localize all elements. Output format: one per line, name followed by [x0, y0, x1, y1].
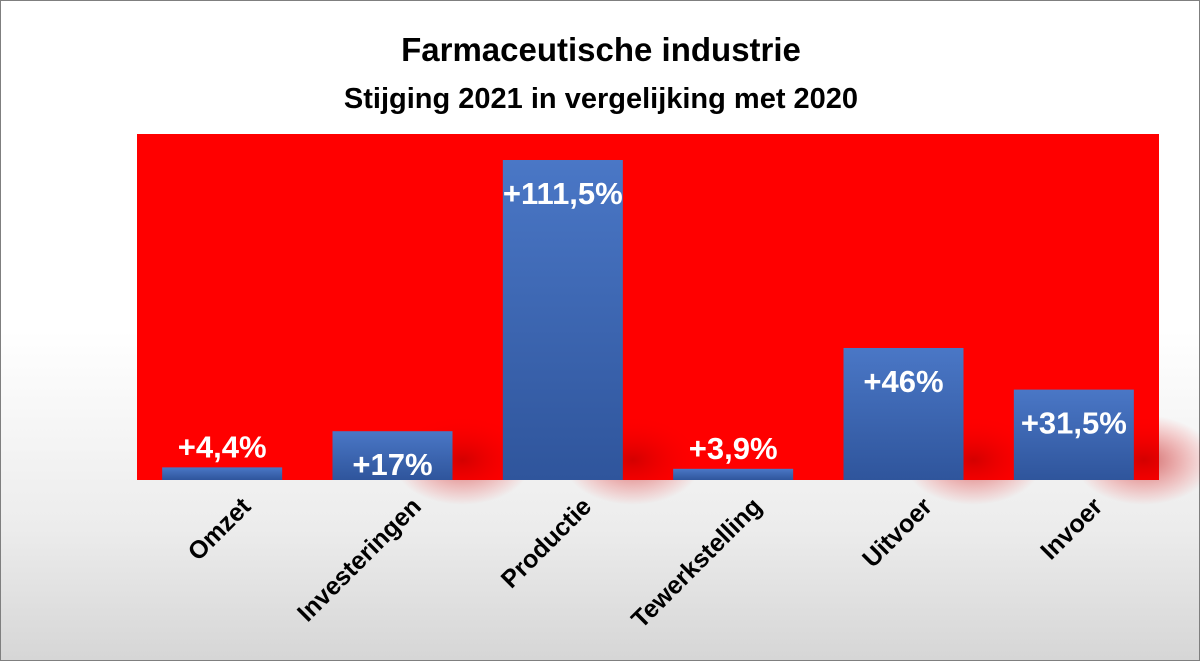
category-label: Invoer [1035, 492, 1108, 565]
bar-uitvoer [843, 347, 964, 480]
category-label: Tewerkstelling [626, 492, 767, 633]
bar-omzet [162, 467, 283, 480]
data-label: +111,5% [503, 176, 623, 211]
data-label: +31,5% [1021, 406, 1127, 441]
category-label: Productie [496, 492, 597, 593]
bar-invoer [1013, 389, 1134, 480]
data-label: +46% [863, 364, 943, 399]
category-label: Omzet [183, 492, 257, 566]
bar-investeringen [332, 431, 453, 480]
data-label: +3,9% [689, 431, 778, 466]
bar-productie [502, 159, 623, 480]
category-label: Investeringen [292, 492, 427, 627]
category-label: Uitvoer [857, 492, 938, 573]
chart-subtitle: Stijging 2021 in vergelijking met 2020 [343, 83, 859, 115]
data-label: +4,4% [178, 429, 267, 464]
bar-tewerkstelling [673, 468, 794, 480]
data-label: +17% [352, 447, 432, 482]
chart-title: Farmaceutische industrie [401, 31, 801, 68]
